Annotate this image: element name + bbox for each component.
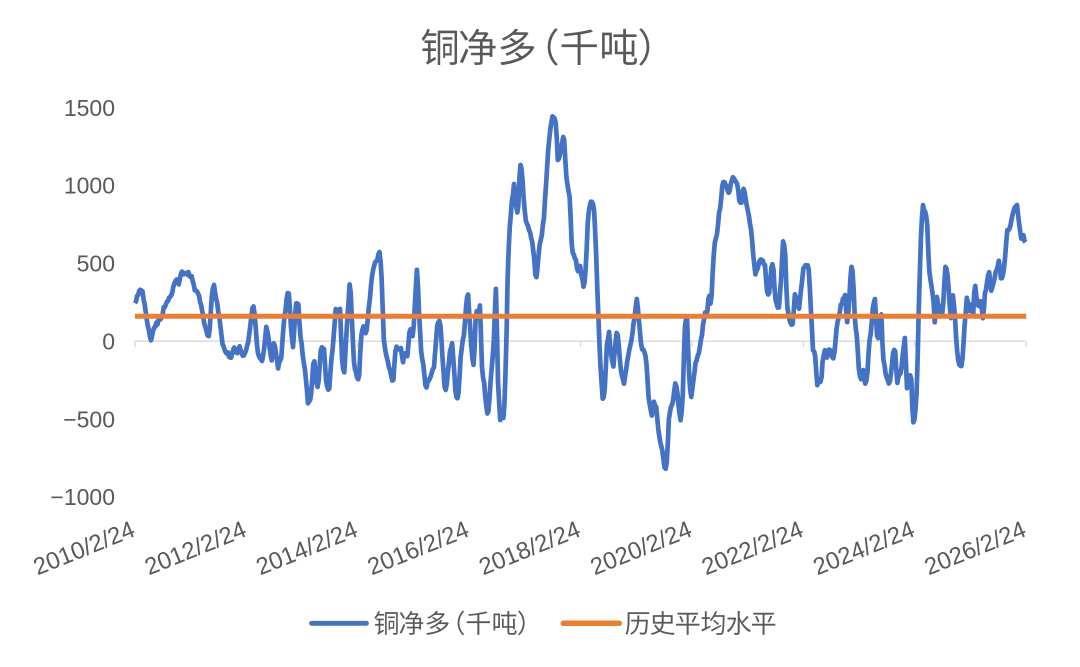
svg-text:−1000: −1000 [50, 484, 115, 510]
svg-text:1000: 1000 [64, 173, 115, 199]
svg-text:500: 500 [77, 251, 115, 277]
svg-text:−500: −500 [63, 406, 115, 432]
svg-text:0: 0 [102, 328, 115, 354]
svg-text:1500: 1500 [64, 95, 115, 121]
